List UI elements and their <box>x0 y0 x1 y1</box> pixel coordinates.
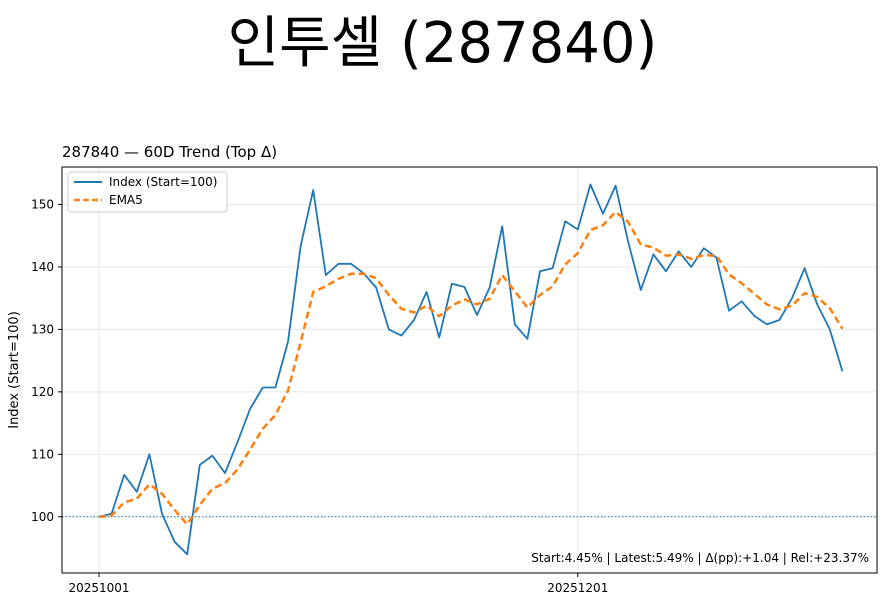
y-tick-label: 110 <box>31 447 54 461</box>
series-line-ema5 <box>98 210 844 526</box>
y-axis-label: Index (Start=100) <box>7 311 22 429</box>
stats-annotation: Start:4.45% | Latest:5.49% | Δ(pp):+1.04… <box>531 551 869 565</box>
y-tick-label: 120 <box>31 385 54 399</box>
y-tick-label: 130 <box>31 322 54 336</box>
y-tick-label: 140 <box>31 260 54 274</box>
legend-label-index: Index (Start=100) <box>109 175 218 189</box>
legend-box <box>67 171 228 213</box>
legend-label-ema5: EMA5 <box>109 193 143 207</box>
page-title: 인투셀 (287840) <box>227 11 658 76</box>
x-tick-label: 20251201 <box>547 581 608 595</box>
plot-frame <box>61 166 878 574</box>
chart-title: 287840 — 60D Trend (Top Δ) <box>62 143 277 161</box>
y-tick-label: 100 <box>31 510 54 524</box>
series-line-index <box>98 183 844 556</box>
y-tick-label: 150 <box>31 197 54 211</box>
legend: Index (Start=100) EMA5 <box>67 171 228 213</box>
x-tick-label: 20251001 <box>68 581 129 595</box>
